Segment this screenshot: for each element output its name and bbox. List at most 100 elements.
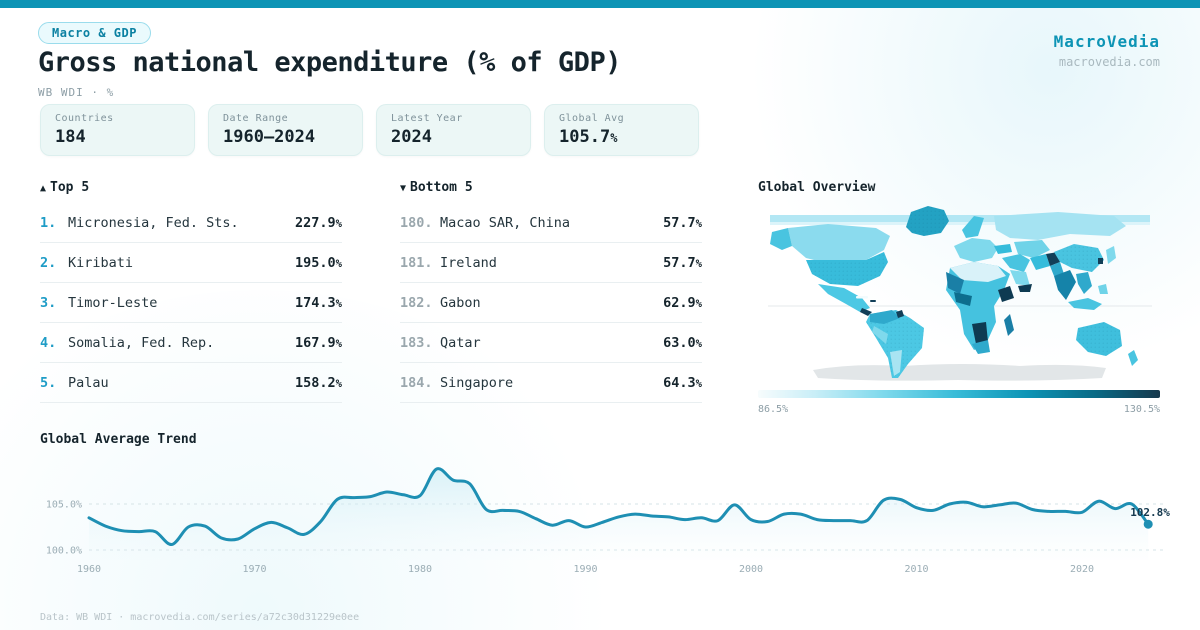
color-scale-labels: 86.5% 130.5% bbox=[758, 404, 1160, 415]
region-philippines bbox=[1098, 284, 1108, 294]
region-guyana bbox=[896, 310, 904, 318]
rank-number: 2. bbox=[40, 254, 57, 271]
region-indochina bbox=[1076, 272, 1092, 294]
country-name: Ireland bbox=[440, 254, 497, 271]
stat-card-countries: Countries 184 bbox=[40, 104, 195, 156]
region-korea bbox=[1098, 258, 1103, 264]
rank-number: 1. bbox=[40, 214, 57, 231]
rank-number: 4. bbox=[40, 334, 57, 351]
region-hispaniola bbox=[870, 300, 876, 302]
global-overview-panel: Global Overview bbox=[758, 180, 1160, 415]
stat-card-latest-year: Latest Year 2024 bbox=[376, 104, 531, 156]
trend-area bbox=[89, 468, 1149, 560]
scale-max-label: 130.5% bbox=[1123, 404, 1160, 415]
table-row: 180. Macao SAR, China 57.7% bbox=[400, 203, 702, 243]
region-mexico bbox=[818, 284, 870, 312]
country-value-number: 195.0 bbox=[295, 254, 336, 271]
svg-text:2010: 2010 bbox=[904, 564, 928, 575]
region-south-africa bbox=[972, 340, 990, 354]
stat-value-number: 105.7 bbox=[559, 127, 611, 147]
region-russia bbox=[994, 212, 1126, 240]
stat-value-number: 1960–2024 bbox=[223, 127, 316, 147]
table-row: 183. Qatar 63.0% bbox=[400, 323, 702, 363]
country-name: Kiribati bbox=[68, 254, 134, 271]
source-footer: Data: WB WDI · macrovedia.com/series/a72… bbox=[40, 612, 360, 623]
country-value-number: 57.7 bbox=[663, 254, 696, 271]
rank-number: 184. bbox=[400, 374, 433, 391]
stat-value: 1960–2024 bbox=[223, 127, 348, 147]
region-australia-texture bbox=[1076, 322, 1122, 356]
region-new-zealand bbox=[1128, 350, 1138, 366]
country-value: 63.0% bbox=[663, 335, 702, 351]
country-value-number: 57.7 bbox=[663, 214, 696, 231]
country-value-number: 64.3 bbox=[663, 374, 696, 391]
country-value: 57.7% bbox=[663, 255, 702, 271]
region-west-africa bbox=[946, 272, 964, 294]
rank-number: 5. bbox=[40, 374, 57, 391]
stat-label: Date Range bbox=[223, 113, 289, 124]
top5-header-label: Top 5 bbox=[50, 180, 90, 195]
bottom5-panel: ▼ Bottom 5 180. Macao SAR, China 57.7% 18… bbox=[400, 180, 702, 403]
brand-name: MacroVedia bbox=[1053, 32, 1160, 51]
country-value: 62.9% bbox=[663, 295, 702, 311]
down-arrow-icon: ▼ bbox=[400, 183, 407, 194]
top5-list: 1. Micronesia, Fed. Sts. 227.9% 2. Kirib… bbox=[40, 203, 342, 403]
region-india bbox=[1054, 270, 1076, 300]
region-china-texture bbox=[1054, 244, 1104, 272]
country-name: Gabon bbox=[440, 294, 481, 311]
country-name: Singapore bbox=[440, 374, 514, 391]
region-north-africa bbox=[950, 262, 1006, 282]
rank-number: 181. bbox=[400, 254, 433, 271]
choropleth-color-scale bbox=[758, 390, 1160, 398]
region-greenland-texture bbox=[906, 206, 949, 236]
region-central-asia bbox=[1014, 240, 1050, 258]
page-title: Gross national expenditure (% of GDP) bbox=[38, 47, 621, 78]
country-value-unit: % bbox=[335, 217, 342, 230]
country-name: Micronesia, Fed. Sts. bbox=[68, 214, 239, 231]
top5-panel: ▲ Top 5 1. Micronesia, Fed. Sts. 227.9% 2… bbox=[40, 180, 342, 403]
region-horn-of-africa bbox=[998, 286, 1014, 302]
page-subtitle: WB WDI · % bbox=[38, 86, 115, 99]
country-name: Somalia, Fed. Rep. bbox=[68, 334, 215, 351]
region-usa-texture bbox=[806, 252, 888, 286]
svg-text:100.0%: 100.0% bbox=[46, 546, 82, 557]
country-value-unit: % bbox=[695, 257, 702, 270]
svg-text:1970: 1970 bbox=[242, 564, 266, 575]
trend-line bbox=[87, 467, 1150, 546]
rank-number: 3. bbox=[40, 294, 57, 311]
country-value-number: 62.9 bbox=[663, 294, 696, 311]
bottom5-header: ▼ Bottom 5 bbox=[400, 180, 702, 195]
trend-chart-svg: 105.0% 100.0% 1960 1970 1980 1990 2000 2010 2020… bbox=[46, 467, 1170, 575]
stat-label: Global Avg bbox=[559, 113, 625, 124]
country-value-unit: % bbox=[335, 297, 342, 310]
stats-row: Countries 184 Date Range 1960–2024 Lates… bbox=[40, 104, 699, 156]
country-name: Timor-Leste bbox=[68, 294, 158, 311]
region-canada bbox=[788, 224, 890, 264]
table-row: 4. Somalia, Fed. Rep. 167.9% bbox=[40, 323, 342, 363]
region-namibia-botswana bbox=[972, 322, 988, 344]
stat-value: 184 bbox=[55, 127, 180, 147]
rank-number: 180. bbox=[400, 214, 433, 231]
trend-title: Global Average Trend bbox=[40, 432, 197, 447]
region-madagascar bbox=[1004, 314, 1014, 336]
trend-end-dot bbox=[1143, 519, 1153, 529]
stat-card-date-range: Date Range 1960–2024 bbox=[208, 104, 363, 156]
region-colombia-venezuela bbox=[870, 310, 900, 324]
rank-number: 183. bbox=[400, 334, 433, 351]
country-value-number: 63.0 bbox=[663, 334, 696, 351]
stat-value-unit: % bbox=[610, 131, 618, 145]
region-saudi-arabia bbox=[1010, 270, 1030, 286]
region-europe bbox=[954, 238, 998, 262]
country-name: Qatar bbox=[440, 334, 481, 351]
country-name: Palau bbox=[68, 374, 109, 391]
country-value-unit: % bbox=[695, 377, 702, 390]
country-value-number: 227.9 bbox=[295, 214, 336, 231]
trend-end-label: 102.8% bbox=[1130, 506, 1170, 519]
svg-text:1980: 1980 bbox=[408, 564, 432, 575]
region-argentina bbox=[890, 350, 902, 376]
top-accent-bar bbox=[0, 0, 1200, 8]
svg-text:2000: 2000 bbox=[739, 564, 763, 575]
country-value: 64.3% bbox=[663, 375, 702, 391]
region-peru bbox=[872, 326, 888, 344]
svg-text:1960: 1960 bbox=[77, 564, 101, 575]
